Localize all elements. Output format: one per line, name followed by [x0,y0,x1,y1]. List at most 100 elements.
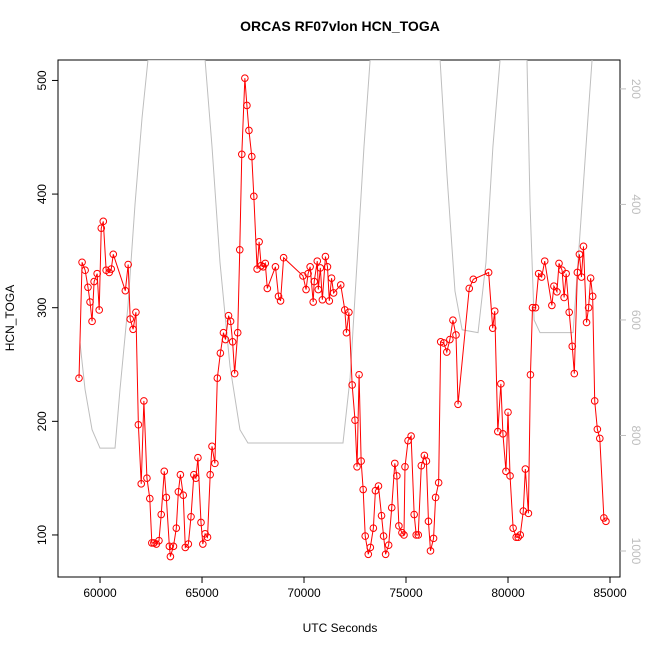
data-point [197,518,205,527]
data-point [579,242,588,251]
y2-tick-label: 1000 [629,538,643,565]
data-point [342,328,351,337]
data-point [562,269,570,278]
data-point [179,491,188,499]
data-point [107,265,116,273]
data-point [381,550,390,559]
data-point [387,503,396,512]
data-point [379,532,388,540]
data-point [203,533,212,542]
data-point [172,524,181,532]
data-point [157,510,166,519]
data-point [353,462,361,471]
data-point [410,510,418,519]
data-point [565,308,574,317]
data-point [377,511,386,520]
data-point [132,308,140,317]
data-point [263,284,272,293]
y-tick-label: 200 [35,411,49,431]
data-point [570,369,579,378]
y2-tick-label: 400 [629,194,643,214]
data-point [329,289,338,297]
data-point [374,482,383,490]
data-point [446,335,454,344]
y2-tick-label: 600 [629,310,643,330]
data-point [165,542,174,551]
data-point [593,425,602,434]
data-point [243,101,251,110]
data-point [537,273,546,281]
data-point [568,342,577,351]
data-point [531,303,540,312]
y-tick-label: 400 [35,184,49,204]
data-point [241,74,249,82]
data-point [497,380,505,388]
data-point [176,470,185,479]
data-point [84,283,92,292]
data-point [99,217,108,226]
data-point [336,281,345,289]
data-point [434,478,443,487]
data-point [109,250,118,259]
data-point [247,152,256,161]
data-point [422,457,431,465]
data-point [586,274,595,282]
data-point [431,493,440,502]
data-line [78,78,607,557]
data-point [490,307,499,315]
data-point [351,416,359,424]
data-point [407,432,415,440]
data-point [279,253,288,262]
data-point [548,301,556,310]
data-point [366,543,375,552]
data-point [494,427,502,436]
data-point [514,533,523,542]
data-point [361,532,370,540]
data-point [78,258,86,267]
data-point [237,150,246,159]
data-point [509,524,517,532]
data-point [192,474,200,482]
data-point [129,325,137,334]
data-point [540,257,549,265]
data-point [226,317,235,326]
data-point [187,512,195,521]
data-point [504,408,512,417]
data-point [590,397,599,405]
data-point [219,328,228,337]
data-point [245,126,253,135]
x-tick-label: 80000 [491,586,525,600]
data-point [341,306,349,314]
data-point [314,285,323,294]
data-point [424,517,433,526]
data-point [369,524,378,532]
data-point [271,263,280,271]
data-point [355,370,363,379]
data-point [414,531,423,539]
x-tick-label: 85000 [593,586,627,600]
data-point [384,541,393,549]
data-point [575,250,584,259]
data-point [521,465,530,473]
data-point [124,260,132,269]
data-point [519,507,528,515]
data-point [321,252,330,261]
data-point [357,457,365,465]
y-tick-label: 500 [35,70,49,90]
data-point [524,509,533,518]
data-point [417,461,426,470]
data-point [426,547,435,555]
data-point [316,264,325,272]
data-point [228,337,237,346]
data-point [95,306,104,314]
data-point [145,494,154,503]
data-point [276,297,285,305]
data-point [274,292,283,301]
data-point [166,552,175,561]
data-point [412,531,421,539]
data-point [216,349,225,357]
data-point [484,268,493,277]
data-point [488,324,497,332]
data-point [81,266,89,275]
